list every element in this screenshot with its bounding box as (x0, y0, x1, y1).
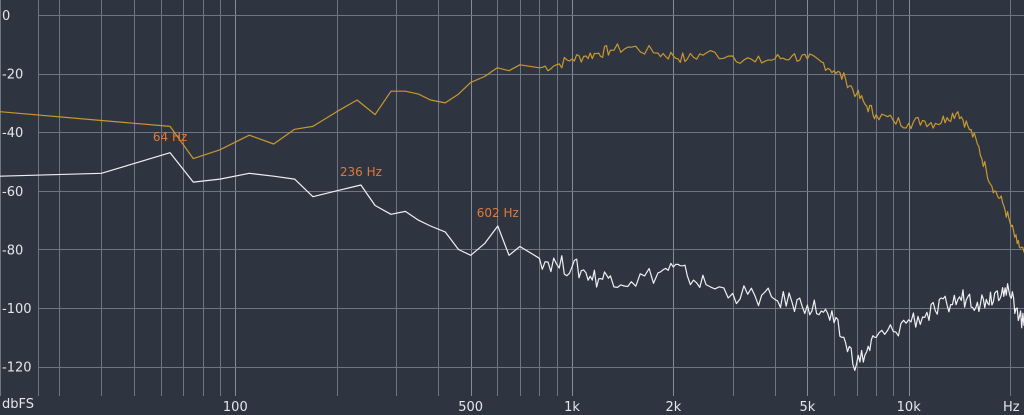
peak-label-0: 64 Hz (153, 130, 187, 144)
peak-annotations: 64 Hz 236 Hz 602 Hz (153, 130, 519, 220)
x-axis-label: Hz (1003, 400, 1020, 415)
y-tick-label-4: -80 (2, 243, 23, 258)
y-tick-label-6: -120 (2, 361, 32, 376)
x-axis-ticks: 100 500 1k 2k 5k 10k (223, 400, 921, 415)
series-line-0 (0, 43, 1024, 253)
x-tick-label-0: 100 (223, 400, 248, 415)
y-tick-label-2: -40 (2, 126, 23, 141)
x-tick-label-2: 1k (564, 400, 580, 415)
y-axis-label: dbFS (2, 397, 34, 412)
y-tick-label-3: -60 (2, 185, 23, 200)
peak-label-2: 602 Hz (477, 206, 519, 220)
x-tick-label-1: 500 (458, 400, 483, 415)
series-line-1 (0, 152, 1024, 372)
x-tick-label-5: 10k (897, 400, 922, 415)
x-tick-label-3: 2k (665, 400, 681, 415)
y-tick-label-5: -100 (2, 302, 32, 317)
series-lines (0, 43, 1024, 372)
y-tick-label-1: -20 (2, 68, 23, 83)
y-axis-ticks: 0 -20 -40 -60 -80 -100 -120 (2, 9, 32, 376)
grid-lines (0, 0, 1024, 396)
x-tick-label-4: 5k (799, 400, 815, 415)
peak-label-1: 236 Hz (340, 165, 382, 179)
y-tick-label-0: 0 (2, 9, 10, 24)
